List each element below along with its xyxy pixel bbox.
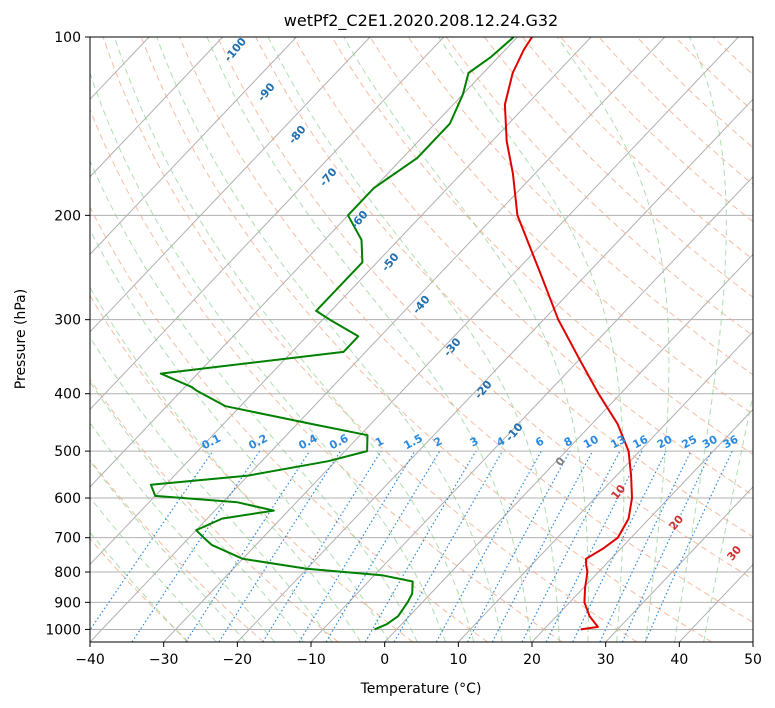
x-tick-label: 0 <box>380 652 389 668</box>
y-tick-label: 1000 <box>45 622 81 638</box>
mixing-ratio-line <box>325 450 441 642</box>
moist-adiabat <box>206 37 532 642</box>
y-tick-label: 900 <box>54 595 81 611</box>
mixing-ratio-line <box>393 450 504 642</box>
axes: −40 −30 −20 −10 0 10 20 30 40 50 1000 900 800 700 600 5… <box>45 30 762 668</box>
moist-adiabat <box>90 228 390 642</box>
plot-background <box>90 37 753 642</box>
dry-adiabat <box>293 37 753 496</box>
moist-adiabat <box>556 37 670 642</box>
moist-adiabat <box>156 37 503 642</box>
isotherm-line <box>90 37 224 178</box>
mixing-ratio-line <box>435 450 542 642</box>
mixing-ratio-label: 36 <box>721 433 741 452</box>
moist-adiabat <box>343 37 589 642</box>
dry-adiabat <box>369 37 753 415</box>
y-tick-label: 600 <box>54 491 81 507</box>
dry-adiabat <box>598 37 753 186</box>
dry-adiabat <box>217 37 753 580</box>
dry-adiabats <box>90 37 753 642</box>
dry-adiabat <box>102 37 638 642</box>
moist-adiabat <box>90 336 333 642</box>
mixing-ratio-line <box>298 450 416 642</box>
isotherm-line <box>90 37 297 256</box>
dry-adiabat <box>90 294 414 642</box>
x-tick-label: 10 <box>449 652 467 668</box>
x-tick-label: −40 <box>75 652 105 668</box>
moist-adiabat <box>114 37 475 642</box>
isotherm-line <box>0 37 2 642</box>
moist-adiabat <box>90 460 247 642</box>
sounding-profiles <box>149 37 633 631</box>
x-tick-label: −10 <box>296 652 326 668</box>
dry-adiabat <box>90 459 264 642</box>
y-tick-label: 700 <box>54 531 81 547</box>
x-axis-title: Temperature (°C) <box>360 681 482 697</box>
dry-adiabat <box>90 378 339 642</box>
dry-adiabat <box>751 37 753 40</box>
moist-adiabat <box>90 286 362 642</box>
moist-adiabat <box>267 37 560 642</box>
moist-adiabat <box>90 381 304 642</box>
dry-adiabat <box>484 37 753 298</box>
mixing-ratio-label: 13 <box>608 433 628 452</box>
mixing-ratio-lines <box>90 450 733 642</box>
isotherm-line <box>605 486 753 642</box>
dry-adiabat <box>140 37 712 642</box>
x-tick-label: −20 <box>223 652 253 668</box>
x-tick-label: 30 <box>597 652 615 668</box>
mixing-ratio-label: 10 <box>581 433 601 452</box>
chart-title: wetPf2_C2E1.2020.208.12.24.G32 <box>284 11 558 31</box>
mixing-ratio-label: 20 <box>655 433 675 452</box>
isotherm-line <box>90 37 518 488</box>
x-tick-label: 50 <box>744 652 762 668</box>
mixing-ratio-line <box>572 450 667 642</box>
y-tick-label: 200 <box>54 208 81 224</box>
isotherm-line <box>0 37 75 642</box>
x-tick-label: 40 <box>670 652 688 668</box>
mixing-ratio-line <box>599 450 692 642</box>
x-tick-label: −30 <box>149 652 179 668</box>
isotherm-line <box>90 37 592 566</box>
y-tick-label: 400 <box>54 387 81 403</box>
mixing-ratio-label: 30 <box>700 433 720 452</box>
isotherm-line <box>163 37 739 642</box>
mixing-ratio-line <box>466 450 571 642</box>
mixing-ratio-label: 16 <box>631 433 651 452</box>
moist-adiabat <box>90 422 276 642</box>
dry-adiabat <box>522 37 753 260</box>
temperature-profile <box>503 37 633 631</box>
dry-adiabat <box>331 37 753 456</box>
plot-frame <box>89 36 754 643</box>
moist-adiabat <box>90 71 447 642</box>
y-tick-label: 300 <box>54 313 81 329</box>
dewpoint-profile <box>149 37 515 631</box>
dry-adiabat <box>407 37 753 376</box>
isotherm-line <box>752 641 753 642</box>
mixing-ratio-line <box>621 450 713 642</box>
mixing-ratio-line <box>90 450 214 632</box>
moist-adiabat <box>674 37 727 642</box>
mixing-ratio-line <box>364 450 477 642</box>
mixing-ratio-line <box>262 450 382 642</box>
mixing-ratio-line <box>644 450 733 642</box>
isotherm-line <box>384 253 753 642</box>
mixing-ratio-line <box>185 450 311 642</box>
dry-adiabat <box>90 108 563 642</box>
dry-adiabat <box>178 37 753 623</box>
y-axis-title: Pressure (hPa) <box>13 289 29 389</box>
y-tick-label: 100 <box>54 30 81 46</box>
y-tick-label: 800 <box>54 565 81 581</box>
dry-adiabat <box>636 37 753 149</box>
x-tick-label: 20 <box>523 652 541 668</box>
isotherm-line <box>531 408 753 642</box>
mixing-ratio-label: 25 <box>680 433 700 452</box>
moist-adiabat <box>703 392 753 642</box>
isotherm-line <box>90 37 371 333</box>
y-tick-label: 500 <box>54 444 81 460</box>
isotherm-line <box>457 331 753 642</box>
mixing-ratio-line <box>218 450 342 642</box>
isotherm-line <box>236 98 753 642</box>
